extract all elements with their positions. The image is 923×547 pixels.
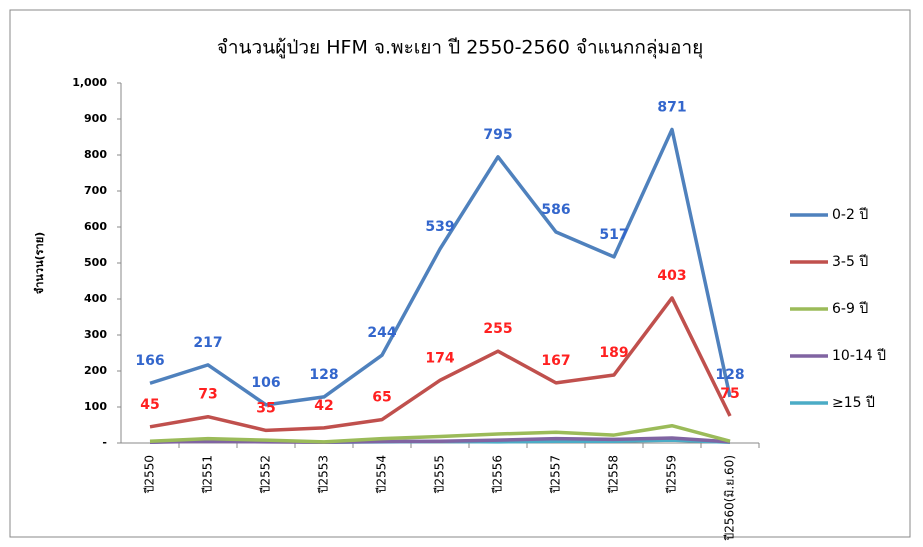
series-line	[149, 436, 731, 445]
y-tick-label: 100	[84, 400, 107, 413]
data-label: 255	[483, 321, 512, 337]
x-tick-label: ปี2554	[375, 455, 389, 494]
data-label: 517	[599, 227, 628, 243]
data-label: 128	[309, 367, 338, 383]
chart-title: จำนวนผู้ป่วย HFM จ.พะเยา ปี 2550-2560 จำ…	[217, 37, 704, 60]
data-label: 45	[140, 397, 159, 413]
data-label: 73	[198, 387, 217, 403]
y-tick-label: 400	[84, 292, 107, 305]
x-tick-label: ปี2558	[607, 455, 621, 494]
data-label: 106	[251, 375, 280, 391]
x-tick-label: ปี2556	[491, 455, 505, 494]
x-tick-label: ปี2553	[317, 455, 331, 494]
series-line	[149, 127, 732, 407]
x-tick-label: ปี2551	[201, 455, 215, 494]
series-line	[149, 423, 731, 444]
legend-label: 6-9 ปี	[832, 301, 868, 317]
data-label: 35	[256, 400, 275, 416]
data-label: 539	[425, 219, 454, 235]
data-label: 217	[193, 335, 222, 351]
y-tick-label: 900	[84, 112, 107, 125]
y-tick-label: 600	[84, 220, 107, 233]
y-tick-label: 200	[84, 364, 107, 377]
data-label: 244	[367, 325, 396, 341]
y-axis-label: จำนวน(ราย)	[33, 232, 46, 294]
data-label: 403	[657, 268, 686, 284]
legend-label: 0-2 ปี	[832, 207, 868, 223]
x-tick-label: ปี2559	[665, 455, 679, 494]
x-tick-label: ปี2560(มิ.ย.60)	[723, 455, 737, 541]
y-tick-label: 700	[84, 184, 107, 197]
data-label: 42	[314, 398, 333, 414]
x-tick-label: ปี2550	[143, 455, 157, 494]
legend-label: 3-5 ปี	[832, 254, 868, 270]
legend-label: ≥15 ปี	[832, 395, 875, 411]
data-label: 189	[599, 345, 628, 361]
chart-frame	[9, 9, 911, 538]
x-tick-label: ปี2555	[433, 455, 447, 494]
data-label: 586	[541, 202, 570, 218]
data-label: 166	[135, 353, 164, 369]
data-label: 65	[372, 390, 391, 406]
y-tick-label: -	[102, 436, 107, 449]
series-line	[149, 296, 732, 433]
x-tick-label: ปี2557	[549, 455, 563, 494]
data-label: 174	[425, 350, 454, 366]
y-tick-label: 300	[84, 328, 107, 341]
data-label: 871	[657, 99, 686, 115]
legend-label: 10-14 ปี	[832, 348, 886, 364]
data-label: 128	[715, 367, 744, 383]
x-tick-label: ปี2552	[259, 455, 273, 494]
y-tick-label: 500	[84, 256, 107, 269]
y-tick-label: 1,000	[72, 76, 107, 89]
data-label: 167	[541, 353, 570, 369]
y-tick-label: 800	[84, 148, 107, 161]
data-label: 795	[483, 127, 512, 143]
data-label: 75	[720, 386, 739, 402]
